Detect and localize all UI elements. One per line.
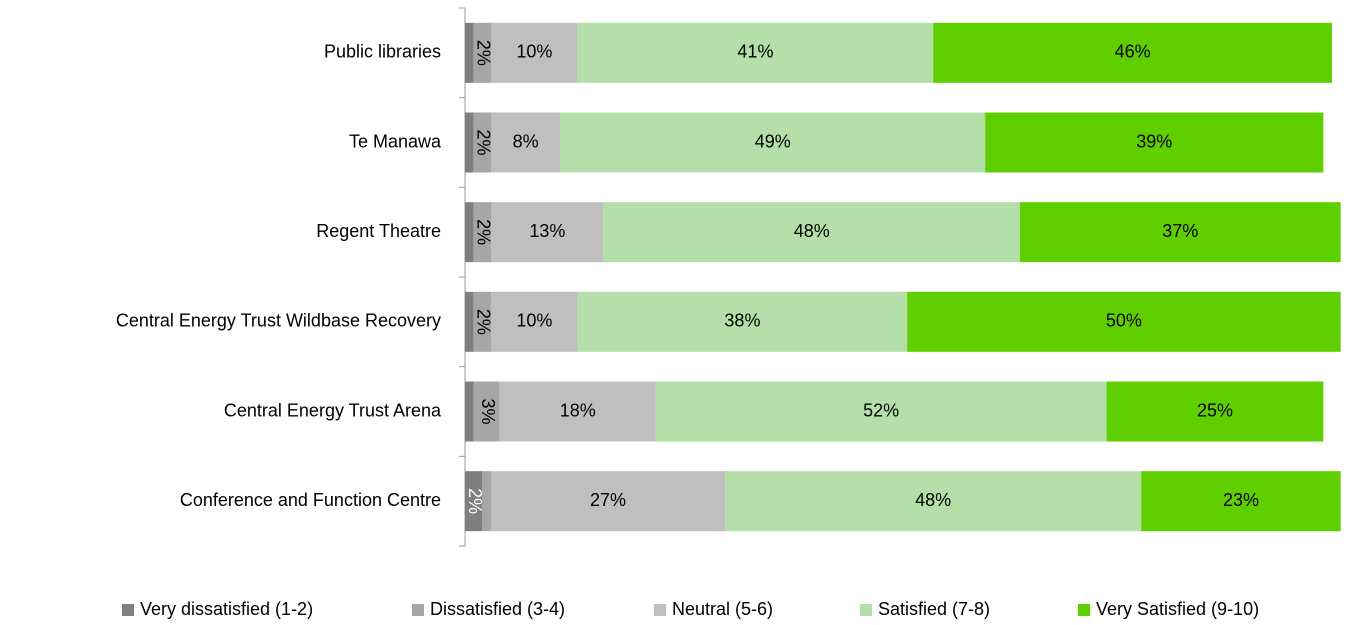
value-label: 41% xyxy=(737,42,773,62)
legend-label: Satisfied (7-8) xyxy=(878,599,990,619)
value-label: 46% xyxy=(1115,42,1151,62)
legend-label: Very dissatisfied (1-2) xyxy=(140,599,313,619)
value-label: 25% xyxy=(1197,400,1233,420)
bar-segment xyxy=(491,291,578,352)
bar-segment xyxy=(577,22,934,83)
value-label: 8% xyxy=(513,131,539,151)
legend-swatch xyxy=(654,604,666,616)
value-label: 27% xyxy=(590,490,626,510)
value-label: 39% xyxy=(1136,131,1172,151)
value-label: 2% xyxy=(474,309,494,335)
value-label: 48% xyxy=(794,221,830,241)
bar-segment xyxy=(482,471,492,532)
bar-segment xyxy=(655,381,1107,442)
legend-swatch xyxy=(860,604,872,616)
bar-segment xyxy=(491,202,604,263)
value-label: 49% xyxy=(755,131,791,151)
legend-label: Dissatisfied (3-4) xyxy=(430,599,565,619)
bar-segment xyxy=(491,22,578,83)
bar-segment xyxy=(907,291,1341,352)
bar-segment xyxy=(933,22,1332,83)
bar-segment xyxy=(465,381,474,442)
category-label: Te Manawa xyxy=(349,131,442,151)
legend-swatch xyxy=(412,604,424,616)
bar-segment xyxy=(465,112,474,173)
legend-label: Neutral (5-6) xyxy=(672,599,773,619)
value-label: 3% xyxy=(478,398,498,424)
bar-segment xyxy=(473,291,492,352)
bar-segment xyxy=(1019,202,1341,263)
legend-swatch xyxy=(1078,604,1090,616)
bar-segment xyxy=(465,22,474,83)
category-label: Conference and Function Centre xyxy=(180,490,441,510)
bar-segment xyxy=(491,112,561,173)
value-label: 38% xyxy=(724,311,760,331)
legend-swatch xyxy=(122,604,134,616)
category-label: Central Energy Trust Arena xyxy=(224,400,442,420)
bar-segment xyxy=(1141,471,1341,532)
value-label: 10% xyxy=(516,42,552,62)
bar-segment xyxy=(473,22,492,83)
bar-segment xyxy=(473,381,500,442)
bar-segment xyxy=(1106,381,1324,442)
bar-segment xyxy=(985,112,1324,173)
bar-segment xyxy=(560,112,986,173)
value-label: 13% xyxy=(529,221,565,241)
value-label: 18% xyxy=(560,400,596,420)
value-label: 2% xyxy=(465,488,485,514)
bar-segment xyxy=(725,471,1142,532)
value-label: 52% xyxy=(863,400,899,420)
value-label: 10% xyxy=(516,311,552,331)
bar-segment xyxy=(491,471,726,532)
value-label: 23% xyxy=(1223,490,1259,510)
value-label: 37% xyxy=(1162,221,1198,241)
category-label: Public libraries xyxy=(324,42,441,62)
value-label: 48% xyxy=(915,490,951,510)
bar-segment xyxy=(465,471,483,532)
category-label: Central Energy Trust Wildbase Recovery xyxy=(116,311,441,331)
bar-segment xyxy=(465,291,474,352)
category-label: Regent Theatre xyxy=(316,221,441,241)
bar-segment xyxy=(499,381,656,442)
bar-segment xyxy=(473,112,492,173)
bar-segment xyxy=(603,202,1020,263)
legend-label: Very Satisfied (9-10) xyxy=(1096,599,1259,619)
value-label: 2% xyxy=(474,40,494,66)
value-label: 50% xyxy=(1106,311,1142,331)
bar-segment xyxy=(577,291,908,352)
bar-segment xyxy=(473,202,492,263)
bar-segment xyxy=(465,202,474,263)
value-label: 2% xyxy=(474,129,494,155)
value-label: 2% xyxy=(474,219,494,245)
